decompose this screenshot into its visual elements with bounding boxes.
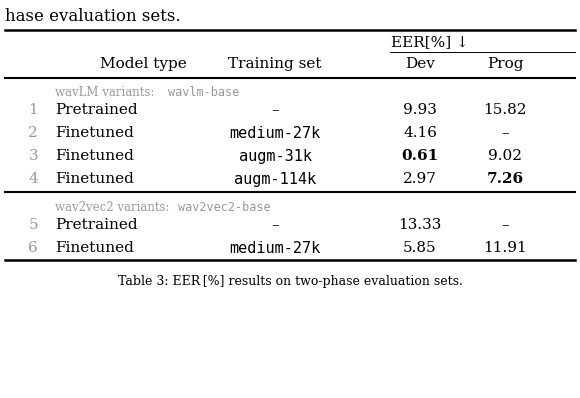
Text: augm-114k: augm-114k xyxy=(234,172,316,187)
Text: 4.16: 4.16 xyxy=(403,126,437,140)
Text: Finetuned: Finetuned xyxy=(55,172,134,186)
Text: Finetuned: Finetuned xyxy=(55,241,134,255)
Text: 5.85: 5.85 xyxy=(403,241,437,255)
Text: Training set: Training set xyxy=(229,57,322,71)
Text: 11.91: 11.91 xyxy=(483,241,527,255)
Text: wavLM variants:: wavLM variants: xyxy=(55,86,158,99)
Text: –: – xyxy=(271,103,279,117)
Text: 3: 3 xyxy=(28,149,38,163)
Text: Dev: Dev xyxy=(405,57,435,71)
Text: Finetuned: Finetuned xyxy=(55,126,134,140)
Text: EER[%] ↓: EER[%] ↓ xyxy=(391,35,469,49)
Text: augm-31k: augm-31k xyxy=(238,149,311,164)
Text: 0.61: 0.61 xyxy=(401,149,438,163)
Text: Table 3: EER [%] results on two-phase evaluation sets.: Table 3: EER [%] results on two-phase ev… xyxy=(118,275,462,288)
Text: Finetuned: Finetuned xyxy=(55,149,134,163)
Text: 7.26: 7.26 xyxy=(487,172,524,186)
Text: 4: 4 xyxy=(28,172,38,186)
Text: wav2vec2 variants:: wav2vec2 variants: xyxy=(55,201,173,214)
Text: –: – xyxy=(271,218,279,232)
Text: wavlm-base: wavlm-base xyxy=(168,86,239,99)
Text: 13.33: 13.33 xyxy=(398,218,442,232)
Text: wav2vec2-base: wav2vec2-base xyxy=(178,201,271,214)
Text: Model type: Model type xyxy=(100,57,187,71)
Text: 9.93: 9.93 xyxy=(403,103,437,117)
Text: 2.97: 2.97 xyxy=(403,172,437,186)
Text: 1: 1 xyxy=(28,103,38,117)
Text: hase evaluation sets.: hase evaluation sets. xyxy=(5,8,180,25)
Text: 5: 5 xyxy=(28,218,38,232)
Text: –: – xyxy=(501,126,509,140)
Text: Pretrained: Pretrained xyxy=(55,103,137,117)
Text: –: – xyxy=(501,218,509,232)
Text: medium-27k: medium-27k xyxy=(229,241,321,256)
Text: 15.82: 15.82 xyxy=(483,103,527,117)
Text: 2: 2 xyxy=(28,126,38,140)
Text: 9.02: 9.02 xyxy=(488,149,522,163)
Text: medium-27k: medium-27k xyxy=(229,126,321,141)
Text: Prog: Prog xyxy=(487,57,523,71)
Text: 6: 6 xyxy=(28,241,38,255)
Text: Pretrained: Pretrained xyxy=(55,218,137,232)
